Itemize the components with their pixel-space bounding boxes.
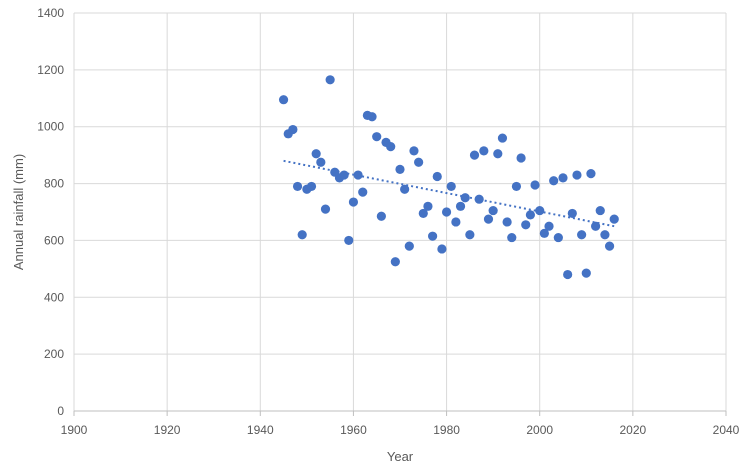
data-point — [572, 170, 582, 180]
axes — [73, 410, 727, 416]
x-tick-label: 2020 — [620, 423, 647, 437]
data-point — [455, 201, 466, 211]
data-point — [507, 232, 517, 243]
data-point — [325, 75, 335, 85]
data-point — [469, 150, 480, 160]
data-point — [544, 221, 554, 231]
data-point — [311, 149, 321, 159]
data-point — [372, 132, 382, 142]
data-point — [432, 171, 442, 182]
data-point — [358, 187, 368, 197]
data-point — [423, 201, 433, 211]
data-point — [400, 184, 410, 194]
y-tick-label: 800 — [44, 177, 64, 191]
data-point — [367, 112, 377, 122]
data-point — [451, 217, 461, 227]
tick-labels: 0 200 400 600 800 1000 1200 1400 1900 1920 1940 196… — [37, 6, 739, 437]
data-point — [344, 235, 354, 246]
data-point — [446, 181, 456, 192]
data-point — [525, 210, 536, 220]
x-tick-label: 2040 — [713, 423, 740, 437]
data-point — [395, 164, 405, 174]
data-point — [320, 204, 331, 214]
y-tick-label: 200 — [44, 347, 64, 361]
data-point — [600, 230, 610, 240]
data-point — [292, 181, 303, 192]
data-point — [539, 228, 549, 238]
x-tick-label: 1920 — [154, 423, 181, 437]
data-point — [404, 241, 414, 251]
y-tick-label: 1200 — [37, 63, 64, 77]
x-tick-label: 2000 — [526, 423, 553, 437]
data-point — [409, 146, 419, 156]
data-point — [567, 208, 577, 219]
data-point — [577, 230, 587, 240]
data-point — [609, 214, 619, 224]
data-point — [595, 205, 605, 216]
data-point — [288, 124, 298, 135]
data-point — [483, 214, 494, 224]
y-tick-label: 1000 — [37, 120, 64, 134]
data-point — [511, 181, 522, 192]
x-tick-label: 1960 — [340, 423, 367, 437]
data-point — [586, 169, 596, 179]
data-point — [348, 197, 359, 207]
y-tick-label: 400 — [44, 290, 64, 304]
data-point — [376, 211, 386, 221]
data-point — [316, 157, 326, 167]
data-point — [530, 180, 540, 190]
data-point — [353, 170, 363, 180]
data-point — [493, 149, 503, 159]
data-point — [604, 241, 615, 251]
data-point — [549, 176, 559, 186]
data-point — [441, 207, 452, 217]
data-point — [488, 205, 498, 216]
data-point — [306, 181, 317, 192]
x-axis-title: Year — [387, 449, 414, 464]
data-point — [297, 230, 307, 240]
data-point — [521, 220, 531, 230]
data-point — [563, 269, 573, 280]
data-point — [497, 133, 508, 143]
data-points — [278, 75, 619, 280]
x-tick-label: 1940 — [247, 423, 274, 437]
data-point — [535, 205, 545, 216]
gridlines — [73, 12, 727, 411]
data-point — [479, 146, 489, 156]
data-point — [339, 170, 349, 180]
data-point — [591, 221, 601, 231]
data-point — [558, 173, 568, 183]
data-point — [553, 232, 563, 243]
data-point — [581, 268, 591, 278]
data-point — [428, 231, 438, 241]
data-point — [516, 153, 526, 163]
y-axis-title: Annual rainfall (mm) — [11, 154, 26, 270]
data-point — [437, 244, 447, 254]
y-tick-label: 600 — [44, 233, 64, 247]
y-tick-label: 0 — [57, 404, 64, 418]
x-tick-label: 1900 — [61, 423, 88, 437]
data-point — [386, 142, 396, 152]
data-point — [390, 257, 400, 267]
y-tick-label: 1400 — [37, 6, 64, 20]
data-point — [460, 193, 470, 203]
x-tick-label: 1980 — [433, 423, 460, 437]
data-point — [502, 217, 512, 227]
data-point — [474, 194, 484, 204]
data-point — [418, 208, 428, 219]
data-point — [414, 157, 424, 167]
data-point — [465, 230, 475, 240]
data-point — [278, 95, 289, 105]
